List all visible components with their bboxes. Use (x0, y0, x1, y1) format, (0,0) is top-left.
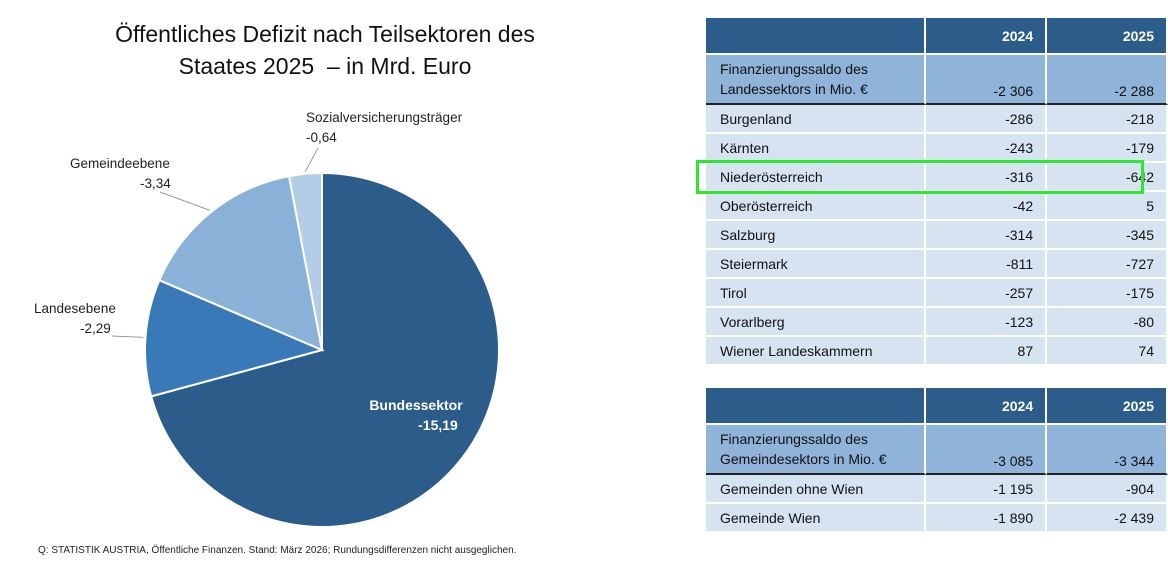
states-table-cell-name: Kärnten (706, 134, 927, 163)
states-table-cell-2025: -642 (1047, 163, 1168, 192)
municipalities-table-header-2025: 2025 (1047, 388, 1168, 425)
states-summary-label: Finanzierungssaldo des Landessektors in … (706, 55, 927, 105)
municipalities-table: 2024 2025 Finanzierungssaldo des Gemeind… (706, 388, 1168, 533)
states-table-row: Steiermark -811 -727 (706, 250, 1168, 279)
states-table-row: Oberösterreich -42 5 (706, 192, 1168, 221)
municipalities-table-header-2024: 2024 (926, 388, 1048, 425)
states-table-cell-name: Tirol (706, 279, 927, 308)
leader-line-sozialversicherungstr-ger (304, 147, 319, 173)
municipalities-table-header-blank (706, 388, 927, 425)
municipalities-table-row: Gemeinden ohne Wien -1 195 -904 (706, 475, 1168, 504)
municipalities-summary-2024: -3 085 (926, 425, 1048, 475)
leader-line-gemeindeebene (159, 191, 211, 211)
states-table-cell-name: Steiermark (706, 250, 927, 279)
states-table-cell-2024: 87 (926, 337, 1048, 366)
source-note: Q: STATISTIK AUSTRIA, Öffentliche Finanz… (38, 545, 517, 556)
states-table-cell-2024: -42 (926, 192, 1048, 221)
slice-value-gemeindeebene: -3,34 (140, 176, 171, 191)
states-table-cell-2025: -727 (1047, 250, 1168, 279)
pie-slice-gemeindeebene (158, 174, 324, 352)
states-table-cell-2025: -218 (1047, 105, 1168, 134)
states-table-cell-name: Burgenland (706, 105, 927, 134)
states-table-row: Burgenland -286 -218 (706, 105, 1168, 134)
slice-label-sozialversicherungstr-ger: Sozialversicherungsträger (306, 110, 463, 125)
leader-line-landesebene (111, 335, 144, 338)
states-table-cell-2024: -123 (926, 308, 1048, 337)
states-table-header-2025: 2025 (1047, 18, 1168, 55)
states-table-cell-2024: -314 (926, 221, 1048, 250)
states-table-row: Niederösterreich -316 -642 (706, 163, 1168, 192)
states-table-row: Kärnten -243 -179 (706, 134, 1168, 163)
states-table-row: Salzburg -314 -345 (706, 221, 1168, 250)
municipalities-table-cell-2024: -1 890 (926, 504, 1048, 533)
states-table-cell-2024: -257 (926, 279, 1048, 308)
municipalities-table-cell-name: Gemeinden ohne Wien (706, 475, 927, 504)
slice-label-gemeindeebene: Gemeindeebene (70, 156, 170, 171)
slice-value-sozialversicherungstr-ger: -0,64 (306, 130, 337, 145)
pie-slice-sozialversicherungstr-ger (287, 171, 323, 351)
states-table: 2024 2025 Finanzierungssaldo des Landess… (706, 18, 1168, 366)
states-table-cell-name: Vorarlberg (706, 308, 927, 337)
states-summary-2024: -2 306 (926, 55, 1048, 105)
states-table-cell-2025: 74 (1047, 337, 1168, 366)
states-table-cell-2024: -243 (926, 134, 1048, 163)
municipalities-table-row: Gemeinde Wien -1 890 -2 439 (706, 504, 1168, 533)
states-table-row: Vorarlberg -123 -80 (706, 308, 1168, 337)
municipalities-summary-label: Finanzierungssaldo des Gemeindesektors i… (706, 425, 927, 475)
municipalities-table-cell-2025: -2 439 (1047, 504, 1168, 533)
municipalities-table-cell-2024: -1 195 (926, 475, 1048, 504)
states-table-cell-2024: -316 (926, 163, 1048, 192)
municipalities-table-cell-name: Gemeinde Wien (706, 504, 927, 533)
states-table-cell-name: Niederösterreich (706, 163, 927, 192)
pie-slice-landesebene (144, 278, 326, 398)
slice-value-bundessektor: -15,19 (418, 417, 458, 433)
states-table-cell-2025: 5 (1047, 192, 1168, 221)
states-table-cell-name: Salzburg (706, 221, 927, 250)
states-table-cell-name: Oberösterreich (706, 192, 927, 221)
states-table-cell-2025: -80 (1047, 308, 1168, 337)
states-table-cell-name: Wiener Landeskammern (706, 337, 927, 366)
slice-label-bundessektor: Bundessektor (369, 397, 463, 413)
pie-slice-bundessektor (149, 171, 500, 528)
pie-chart: Bundessektor -15,19 Landesebene -2,29 Gemein… (34, 110, 500, 528)
states-summary-2025: -2 288 (1047, 55, 1168, 105)
states-table-header-row: 2024 2025 (706, 18, 1168, 55)
states-table-cell-2025: -179 (1047, 134, 1168, 163)
states-table-row: Wiener Landeskammern 87 74 (706, 337, 1168, 366)
states-table-cell-2025: -345 (1047, 221, 1168, 250)
states-table-header-2024: 2024 (926, 18, 1048, 55)
chart-title: Öffentliches Defizit nach Teilsektoren d… (60, 18, 590, 82)
states-table-cell-2024: -811 (926, 250, 1048, 279)
states-table-cell-2024: -286 (926, 105, 1048, 134)
municipalities-summary-row: Finanzierungssaldo des Gemeindesektors i… (706, 425, 1168, 475)
slice-value-landesebene: -2,29 (80, 321, 111, 336)
municipalities-summary-2025: -3 344 (1047, 425, 1168, 475)
states-table-cell-2025: -175 (1047, 279, 1168, 308)
states-table-header-blank (706, 18, 927, 55)
municipalities-table-header-row: 2024 2025 (706, 388, 1168, 425)
states-table-row: Tirol -257 -175 (706, 279, 1168, 308)
chart-title-line-2: Staates 2025 – in Mrd. Euro (178, 53, 472, 79)
states-summary-row: Finanzierungssaldo des Landessektors in … (706, 55, 1168, 105)
municipalities-table-cell-2025: -904 (1047, 475, 1168, 504)
slice-label-landesebene: Landesebene (34, 301, 116, 316)
chart-title-line-1: Öffentliches Defizit nach Teilsektoren d… (115, 21, 535, 47)
